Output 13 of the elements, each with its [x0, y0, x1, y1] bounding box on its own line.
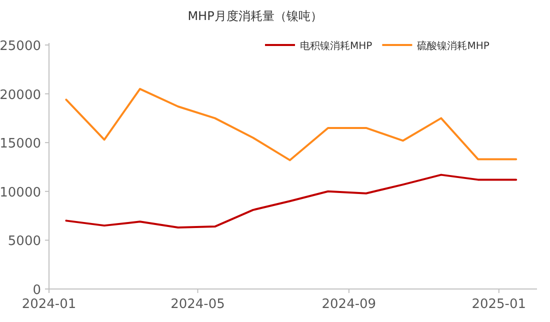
x-tick-label: 2024-05: [170, 297, 225, 312]
y-tick-label: 10000: [0, 185, 41, 200]
y-tick-label: 25000: [0, 39, 41, 54]
y-tick-label: 0: [32, 283, 41, 298]
y-tick-label: 20000: [0, 88, 41, 103]
y-tick-label: 5000: [8, 234, 41, 250]
x-tick-label: 2024-09: [322, 297, 376, 312]
legend-label: 硫酸镍消耗MHP: [417, 40, 490, 52]
x-tick-label: 2025-01: [472, 297, 526, 312]
chart-title: MHP月度消耗量（镍吨）: [188, 9, 322, 23]
legend-label: 电积镍消耗MHP: [300, 40, 372, 52]
y-tick-label: 15000: [0, 136, 41, 152]
x-tick-label: 2024-01: [22, 297, 76, 312]
